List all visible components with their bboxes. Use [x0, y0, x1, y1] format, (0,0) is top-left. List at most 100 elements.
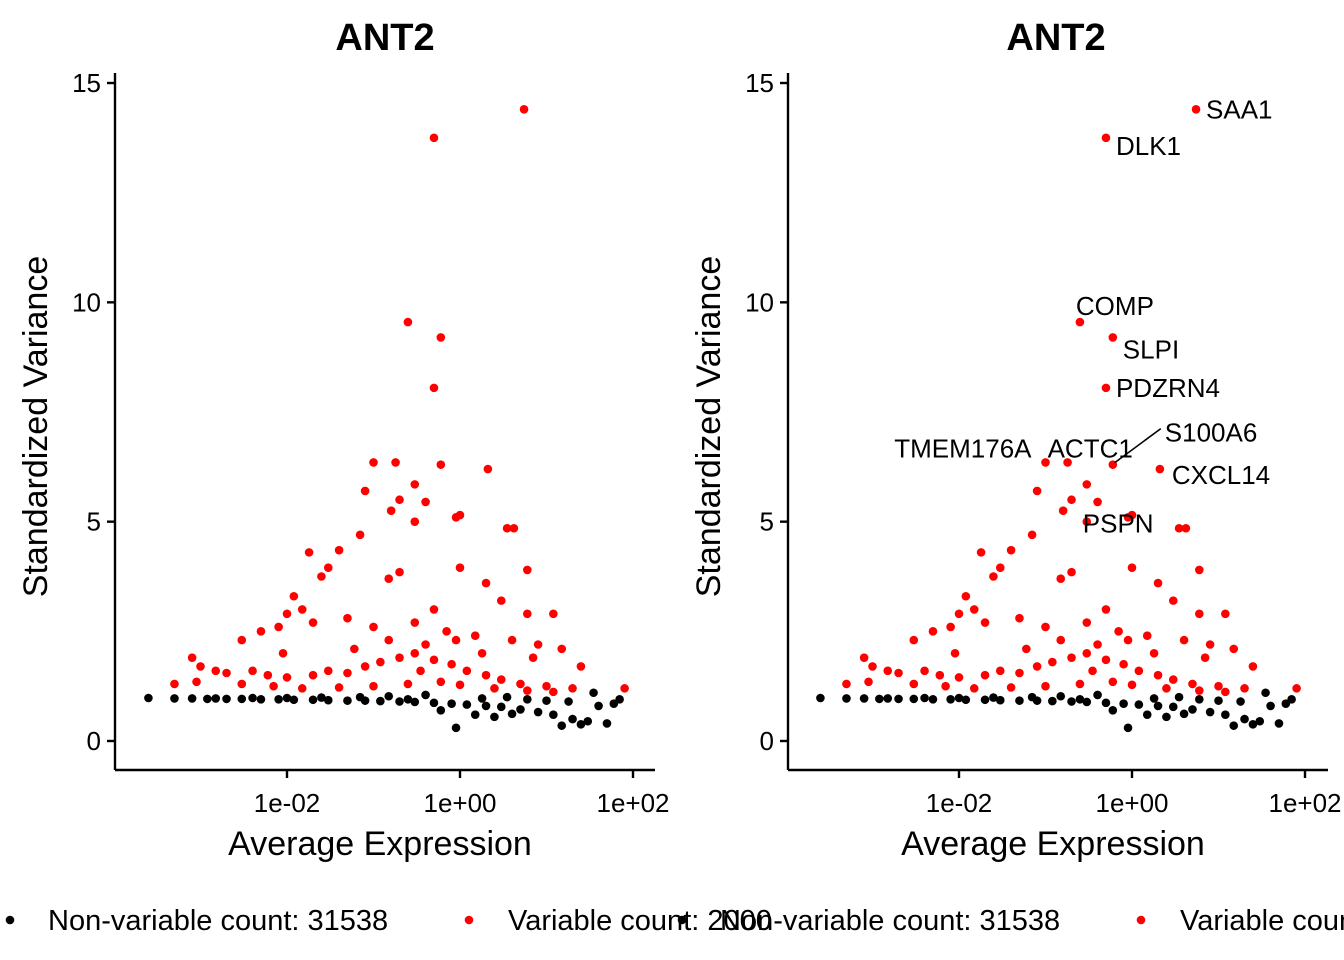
variable-point [954, 609, 964, 619]
variable-point [477, 648, 487, 658]
variable-point [1067, 495, 1076, 505]
variable-point [481, 670, 491, 680]
variable-point [334, 683, 344, 692]
non-variable-point [1134, 700, 1144, 709]
variable-point [391, 458, 400, 467]
non-variable-series [816, 688, 1296, 733]
variable-point [1134, 666, 1144, 676]
variable-point [1292, 684, 1301, 693]
non-variable-point [395, 697, 404, 706]
non-variable-point [1153, 701, 1163, 711]
variable-point [308, 618, 318, 627]
variable-point [950, 648, 960, 658]
non-variable-point [995, 695, 1005, 705]
variable-point [1195, 609, 1204, 619]
variable-point [1195, 565, 1204, 575]
variable-point [1006, 683, 1016, 692]
variable-point [549, 687, 558, 697]
non-variable-point [1048, 696, 1057, 706]
non-variable-point [256, 695, 266, 704]
variable-point [1114, 627, 1123, 636]
y-tick-label: 5 [87, 507, 101, 537]
non-variable-point [1027, 692, 1037, 702]
x-tick-label: 1e+00 [423, 788, 496, 818]
variable-point [1155, 464, 1165, 474]
variable-point [416, 666, 425, 676]
variable-point [269, 681, 278, 691]
non-variable-point [462, 700, 472, 709]
non-variable-point [859, 694, 869, 703]
variable-point [248, 666, 257, 676]
x-tick-label: 1e-02 [254, 788, 321, 818]
non-variable-point [376, 696, 385, 706]
variable-point [343, 668, 352, 678]
non-variable-point [589, 688, 598, 698]
variable-point [403, 317, 413, 327]
variable-point [429, 133, 439, 143]
non-variable-point [1015, 696, 1024, 705]
variable-point [308, 670, 318, 680]
non-variable-point [447, 699, 456, 709]
variable-point [192, 677, 201, 687]
non-variable-point [248, 693, 257, 703]
variable-point [369, 458, 378, 467]
y-tick-label: 0 [87, 726, 101, 756]
variable-point [483, 464, 493, 474]
y-tick-label: 15 [72, 68, 101, 98]
non-variable-point [1149, 694, 1159, 703]
variable-point [920, 666, 929, 676]
variable-point [980, 670, 990, 680]
non-variable-point [523, 695, 532, 704]
variable-point [1127, 680, 1137, 690]
variable-point [1067, 653, 1076, 662]
variable-point [909, 679, 919, 689]
variable-point [1221, 687, 1230, 697]
variable-point [334, 545, 344, 555]
legend-key-variable [464, 915, 474, 925]
non-variable-point [1093, 690, 1102, 700]
variable-point [1093, 640, 1102, 649]
non-variable-point [1221, 710, 1230, 719]
variable-point [496, 675, 506, 684]
variable-point [1093, 497, 1102, 507]
non-variable-point [481, 701, 491, 711]
variable-point [297, 684, 307, 693]
scatter-panel-left: ANT2 0 5 10 15 1e-02 1e+00 1e+02 Average Express… [17, 17, 670, 863]
non-variable-point [568, 714, 577, 724]
variable-point [1229, 644, 1239, 654]
variable-point [451, 635, 461, 645]
variable-point [1056, 574, 1066, 583]
non-variable-point [222, 694, 231, 704]
variable-point [343, 613, 352, 623]
x-tick-label: 1e+00 [1095, 788, 1168, 818]
variable-point [360, 486, 370, 496]
non-variable-point [875, 694, 884, 704]
non-variable-point [615, 695, 624, 704]
variable-point [395, 567, 404, 577]
non-variable-point [909, 694, 919, 704]
non-variable-point [496, 702, 506, 712]
variable-point [542, 681, 551, 691]
non-variable-point [980, 695, 990, 705]
variable-point [1027, 530, 1037, 540]
variable-point [961, 591, 971, 601]
y-axis-title: Standardized Variance [690, 256, 728, 597]
non-variable-point [170, 694, 179, 703]
variable-point [864, 677, 873, 687]
non-variable-point [237, 694, 247, 704]
non-variable-point [816, 693, 825, 703]
variable-point [436, 460, 446, 469]
variable-point [1048, 657, 1057, 667]
non-variable-point [384, 691, 394, 701]
variable-point [447, 659, 456, 669]
non-variable-point [516, 705, 525, 714]
variable-point [1123, 512, 1133, 522]
non-variable-point [1123, 723, 1133, 733]
variable-point [1075, 317, 1085, 327]
legend-label: Non-variable count: 31538 [48, 905, 388, 937]
gene-label: PSPN [1083, 509, 1154, 539]
variable-point [859, 653, 869, 662]
variable-point [1142, 631, 1152, 641]
gene-label: SLPI [1123, 334, 1179, 364]
